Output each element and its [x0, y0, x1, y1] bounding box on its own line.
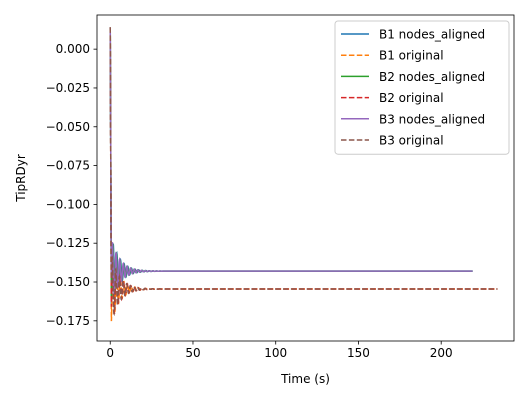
x-tick-label: 200: [430, 346, 453, 360]
ticks-layer: 0 50 100 150 200 0.000 −0.025 −0.050 −0.075 −0.10…: [46, 42, 453, 360]
y-tick-label: −0.100: [46, 197, 90, 211]
y-tick-label: −0.050: [46, 120, 90, 134]
legend-box: [334, 20, 510, 155]
legend-label: B3 nodes_aligned: [379, 112, 485, 126]
plot-frame: [96, 14, 515, 342]
series-layer: [109, 27, 498, 322]
y-tick-label: 0.000: [56, 42, 90, 56]
x-tick-label: 150: [347, 346, 370, 360]
legend-label: B2 original: [379, 91, 444, 105]
x-tick-label: 0: [106, 346, 114, 360]
y-tick-label: −0.075: [46, 159, 90, 173]
series-line-5: [109, 27, 473, 295]
legend-label: B2 nodes_aligned: [379, 70, 485, 84]
legend-label: B3 original: [379, 134, 444, 148]
y-tick-label: −0.125: [46, 236, 90, 250]
y-tick-label: −0.150: [46, 275, 90, 289]
legend-label: B1 nodes_aligned: [379, 28, 485, 42]
y-axis-label: TipRDyr: [14, 154, 28, 203]
x-axis-label: Time (s): [280, 372, 330, 386]
series-line-6: [109, 27, 498, 317]
x-tick-label: 100: [264, 346, 287, 360]
y-tick-label: −0.175: [46, 314, 90, 328]
y-tick-label: −0.025: [46, 81, 90, 95]
legend-label: B1 original: [379, 49, 444, 63]
legend: B1 nodes_aligned B1 original B2 nodes_alig…: [334, 20, 510, 155]
x-tick-label: 50: [185, 346, 200, 360]
